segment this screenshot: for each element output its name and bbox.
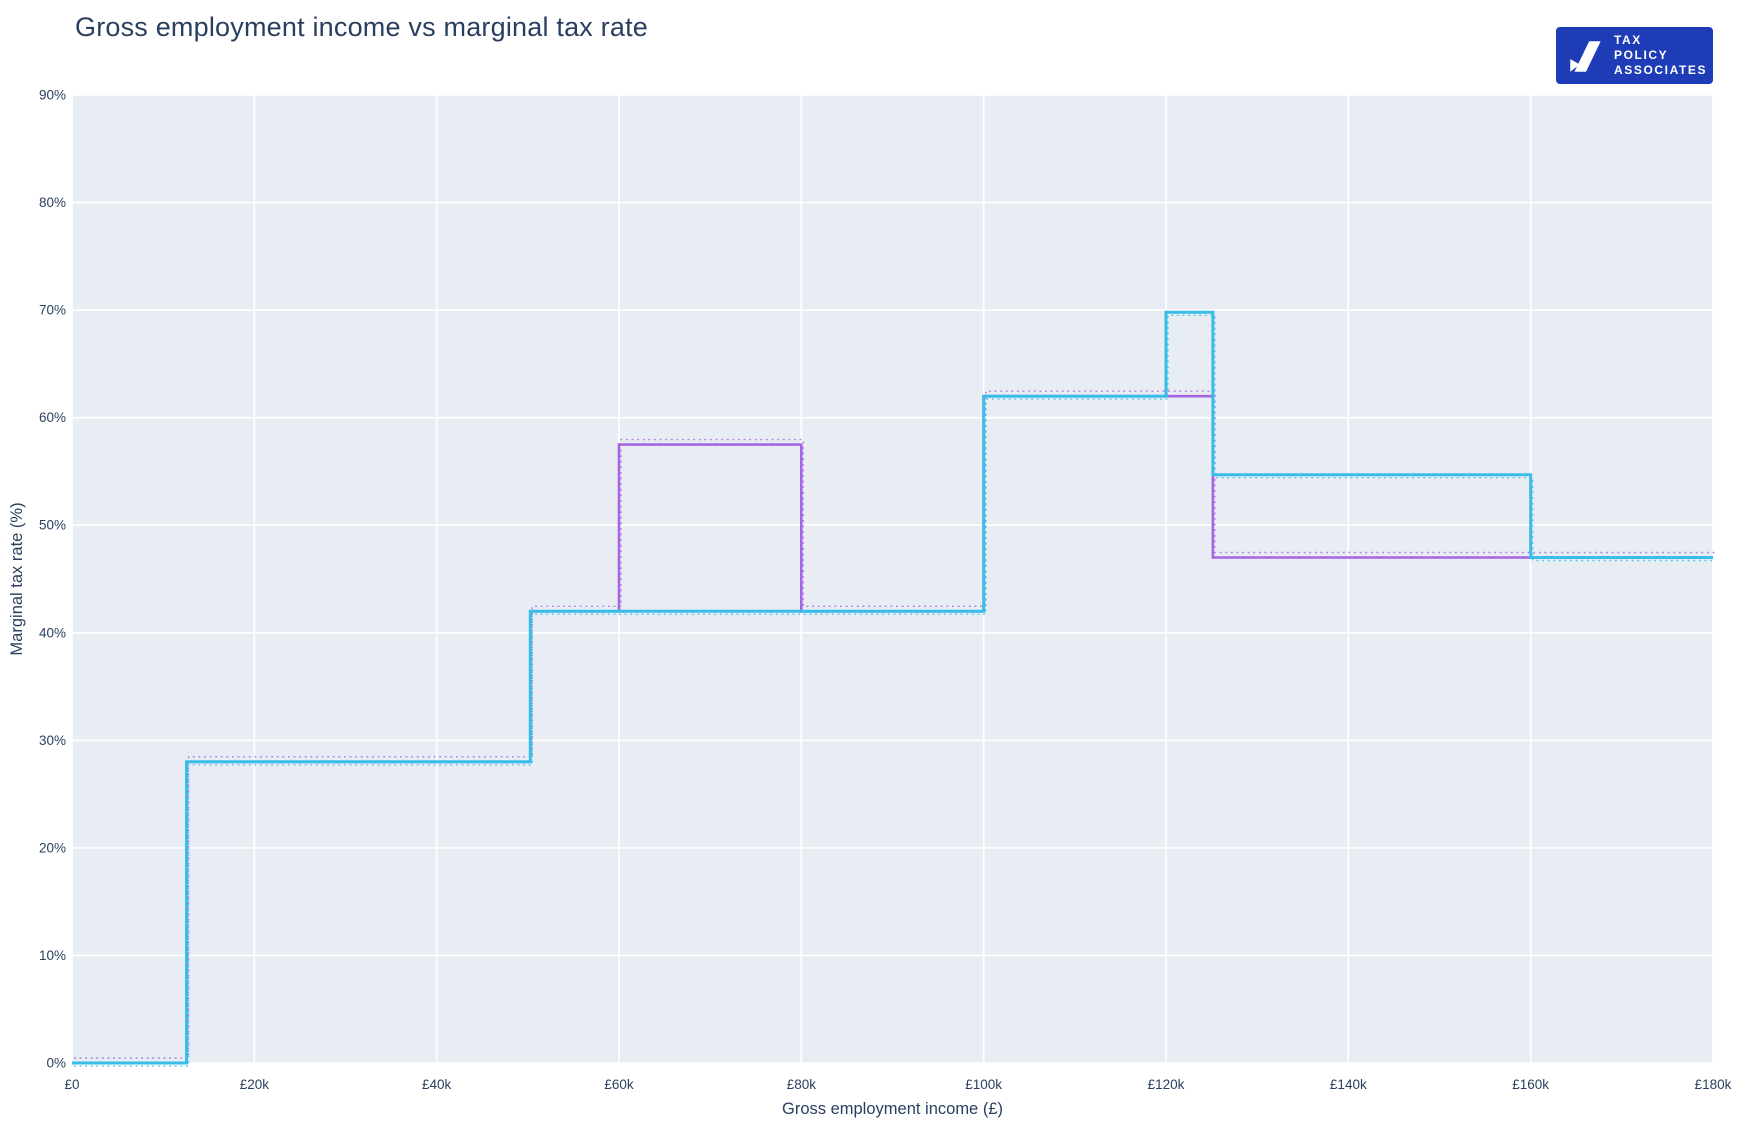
logo-line-2: POLICY (1614, 48, 1669, 62)
tax-policy-associates-logo: TAX POLICY ASSOCIATES (1556, 27, 1713, 84)
logo-line-3: ASSOCIATES (1614, 63, 1708, 77)
svg-text:£100k: £100k (965, 1077, 1002, 1092)
cyan-line (72, 310, 1713, 1065)
svg-text:£120k: £120k (1148, 1077, 1185, 1092)
x-tick-labels: £0 £20k £40k £60k £80k £100k £120k £140k £160k £1… (64, 1077, 1731, 1092)
svg-text:£180k: £180k (1695, 1077, 1732, 1092)
x-axis-title: Gross employment income (£) (782, 1100, 1003, 1118)
chart-title: Gross employment income vs marginal tax … (75, 12, 649, 42)
svg-text:70%: 70% (39, 303, 66, 318)
svg-text:30%: 30% (39, 733, 66, 748)
svg-text:90%: 90% (39, 88, 66, 103)
plot-panel[interactable] (72, 95, 1713, 1063)
cyan-line-dotted-companion (74, 314, 1715, 1067)
svg-text:0%: 0% (46, 1056, 66, 1071)
y-gridlines (72, 94, 1713, 1064)
svg-text:£160k: £160k (1512, 1077, 1549, 1092)
logo-diagonal-glyph (1570, 40, 1601, 72)
svg-text:£80k: £80k (787, 1077, 817, 1092)
svg-text:£0: £0 (64, 1077, 79, 1092)
y-axis-title: Marginal tax rate (%) (8, 502, 26, 655)
svg-text:£60k: £60k (604, 1077, 634, 1092)
svg-text:20%: 20% (39, 840, 66, 855)
svg-text:£20k: £20k (240, 1077, 270, 1092)
svg-text:£40k: £40k (422, 1077, 452, 1092)
y-tick-labels: 0% 10% 20% 30% 40% 50% 60% 70% 80% 90% (39, 88, 66, 1071)
svg-text:40%: 40% (39, 625, 66, 640)
svg-text:10%: 10% (39, 948, 66, 963)
svg-text:60%: 60% (39, 410, 66, 425)
svg-text:50%: 50% (39, 518, 66, 533)
logo-line-1: TAX (1614, 33, 1642, 47)
logo-text: TAX POLICY ASSOCIATES (1614, 33, 1707, 78)
svg-text:£140k: £140k (1330, 1077, 1367, 1092)
svg-text:80%: 80% (39, 195, 66, 210)
